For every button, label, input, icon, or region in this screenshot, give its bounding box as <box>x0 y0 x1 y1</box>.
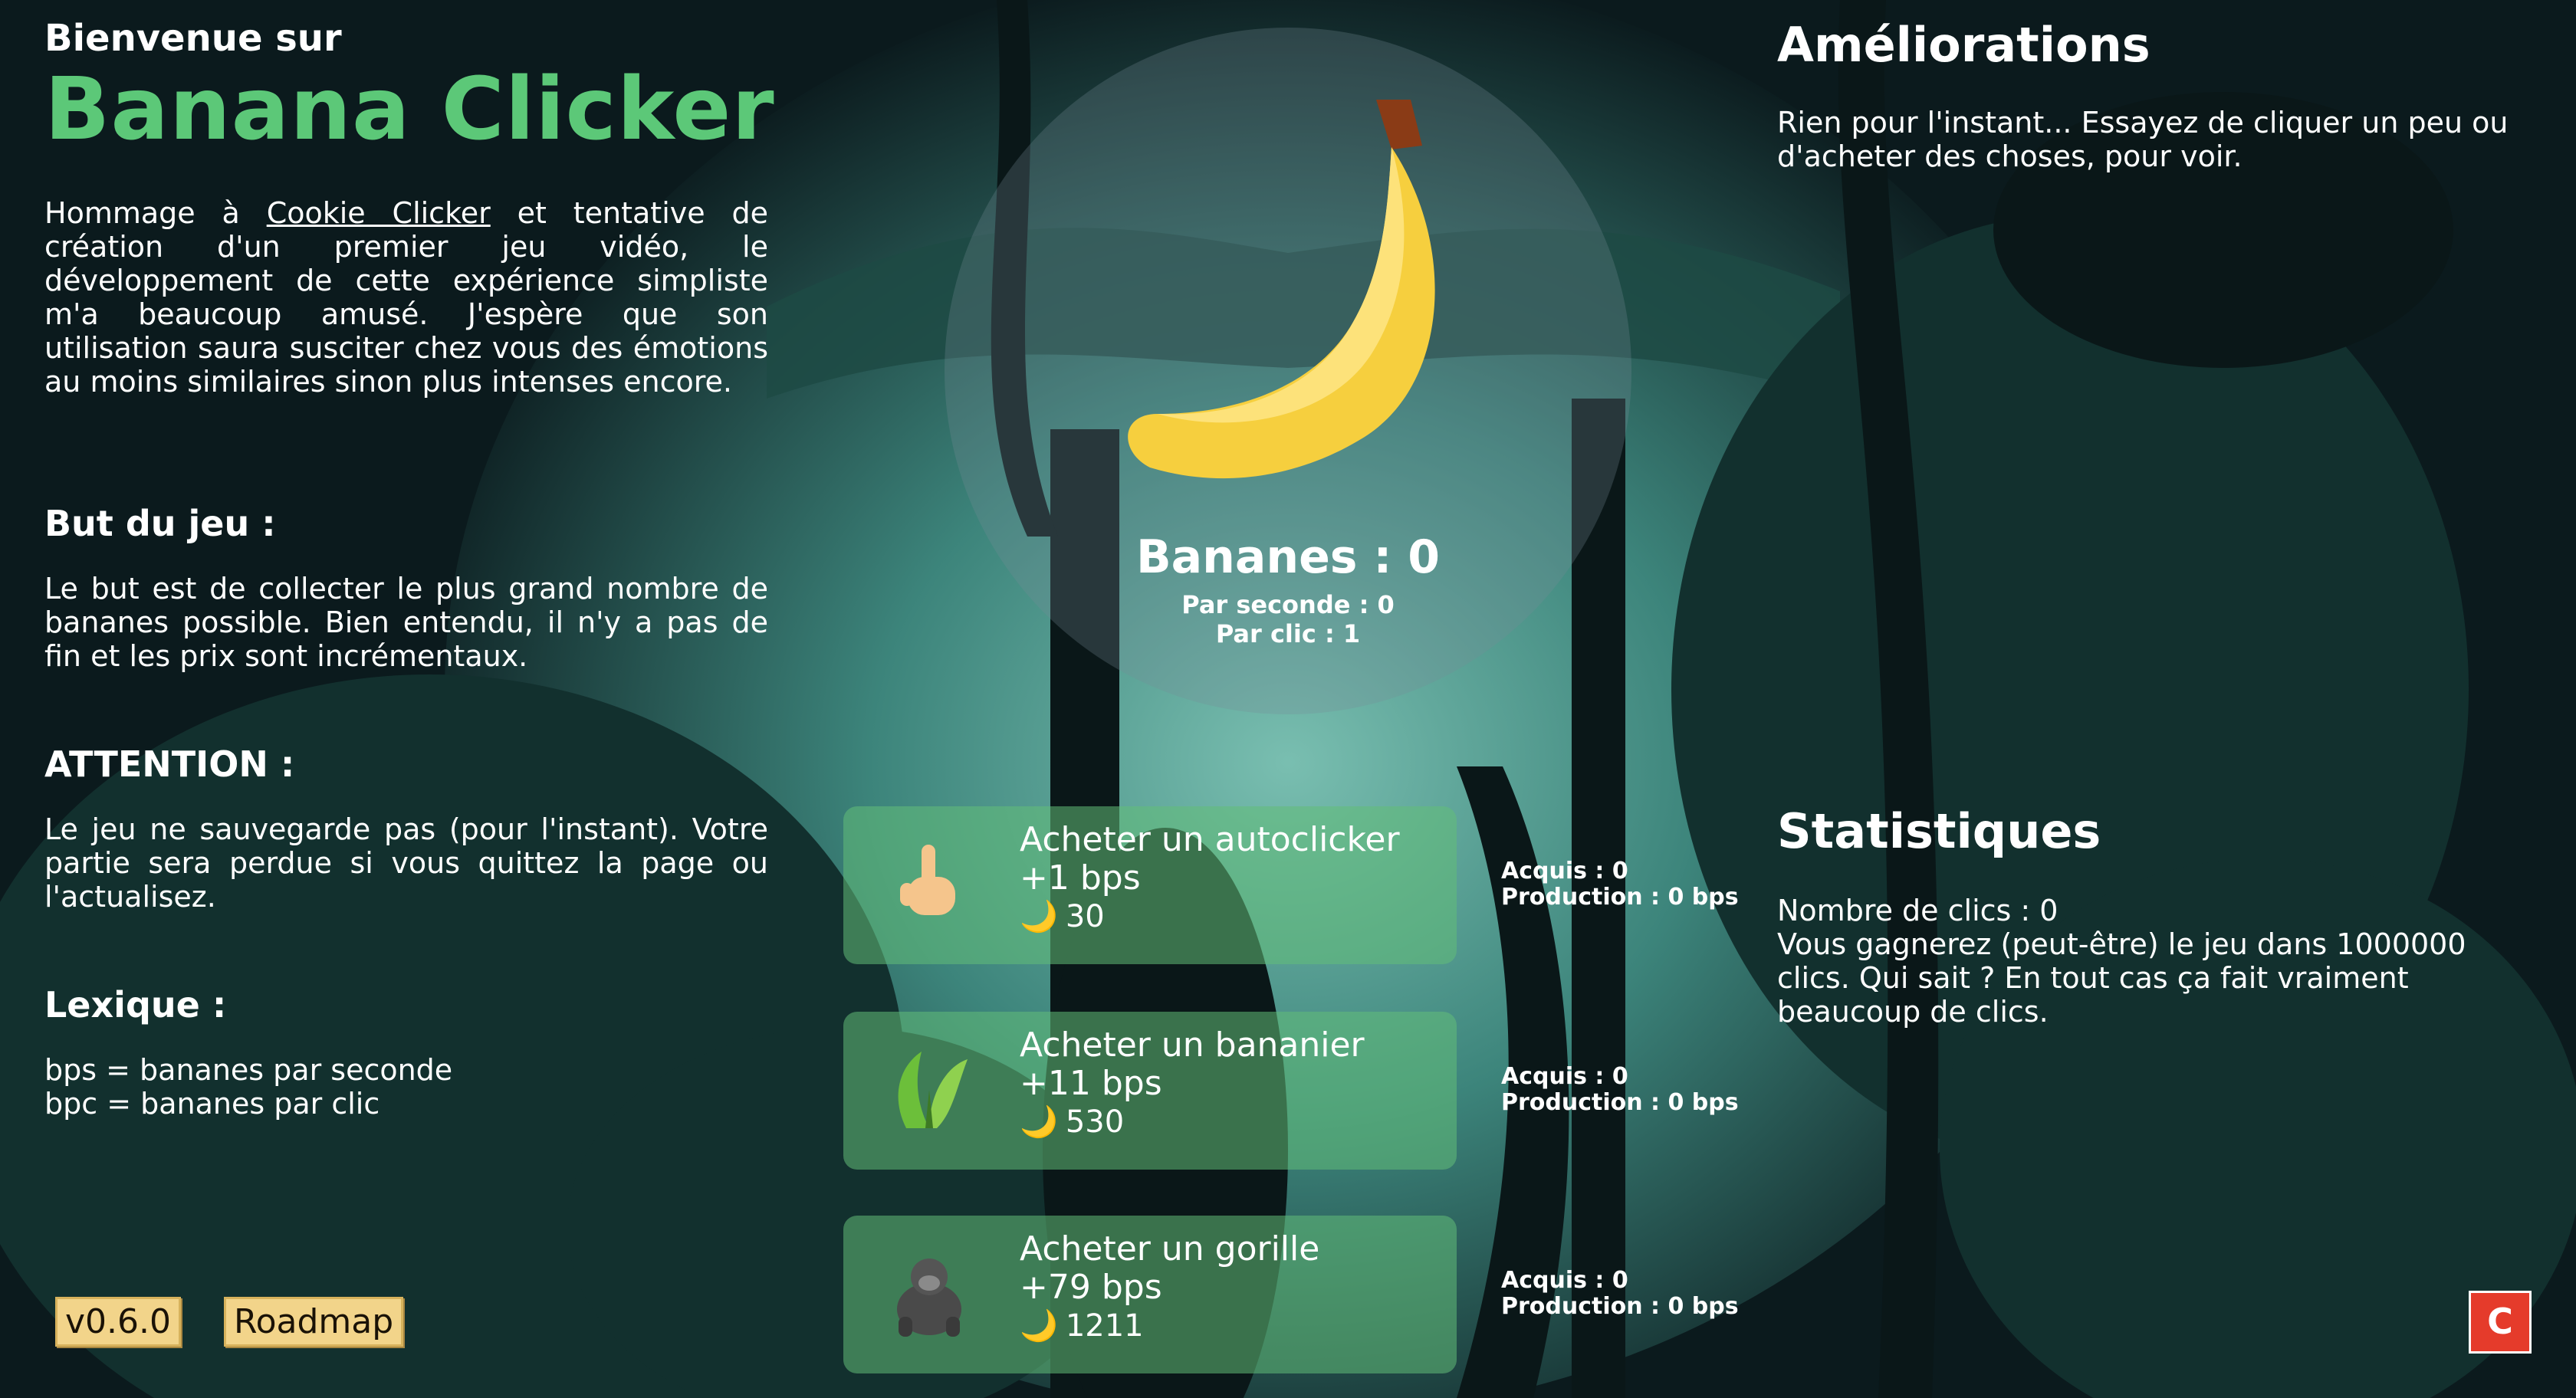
price-value: 30 <box>1065 899 1105 934</box>
c-button[interactable]: C <box>2469 1291 2532 1354</box>
game-title: Banana Clicker <box>44 60 775 159</box>
gorilla-icon <box>897 1259 961 1337</box>
buy-banana-tree-button[interactable]: Acheter un bananier +11 bps 🌙 530 <box>843 1012 1457 1170</box>
moon-icon: 🌙 <box>1020 1308 1058 1344</box>
goal-text: Le but est de collecter le plus grand no… <box>44 572 768 673</box>
version-badge[interactable]: v0.6.0 <box>55 1297 181 1347</box>
banana-click-area[interactable] <box>945 28 1631 714</box>
price-value: 530 <box>1065 1104 1125 1140</box>
lexicon-line-bps: bps = bananes par seconde <box>44 1053 453 1087</box>
shop-item-bps: +79 bps <box>1020 1268 1162 1307</box>
per-second-counter: Par seconde : 0 <box>1181 590 1395 619</box>
autoclicker-production: Production : 0 bps <box>1501 884 1739 911</box>
shop-item-name: Acheter un gorille <box>1020 1229 1320 1268</box>
buy-gorilla-button[interactable]: Acheter un gorille +79 bps 🌙 1211 <box>843 1216 1457 1373</box>
stats-heading: Statistiques <box>1777 803 2101 859</box>
shop-item-price: 🌙 30 <box>1020 898 1105 934</box>
intro-paragraph: Hommage à Cookie Clicker et tentative de… <box>44 196 768 399</box>
lexicon-line-bpc: bpc = bananes par clic <box>44 1087 380 1121</box>
cookie-clicker-link[interactable]: Cookie Clicker <box>266 196 491 230</box>
pointing-hand-icon <box>900 845 955 915</box>
shop-item-bps: +1 bps <box>1020 858 1141 898</box>
intro-text-after: et tentative de création d'un premier je… <box>44 196 769 399</box>
welcome-text: Bienvenue sur <box>44 17 342 60</box>
per-click-counter: Par clic : 1 <box>1215 619 1361 648</box>
gorilla-production: Production : 0 bps <box>1501 1293 1739 1320</box>
warning-text: Le jeu ne sauvegarde pas (pour l'instant… <box>44 812 768 914</box>
warning-heading: ATTENTION : <box>44 743 295 785</box>
bananas-counter: Bananes : 0 <box>1135 530 1441 584</box>
win-condition-text: Vous gagnerez (peut-être) le jeu dans 10… <box>1777 927 2466 1029</box>
banana-leaves-icon <box>898 1052 968 1128</box>
banana-icon[interactable] <box>1089 92 1487 491</box>
upgrades-text: Rien pour l'instant... Essayez de clique… <box>1777 106 2509 173</box>
intro-text-before: Hommage à <box>44 196 267 230</box>
moon-icon: 🌙 <box>1020 899 1058 934</box>
shop-item-price: 🌙 1211 <box>1020 1308 1144 1344</box>
banana-tree-production: Production : 0 bps <box>1501 1089 1739 1116</box>
shop-item-price: 🌙 530 <box>1020 1104 1124 1140</box>
banana-tree-owned: Acquis : 0 <box>1501 1063 1628 1090</box>
buy-autoclicker-button[interactable]: Acheter un autoclicker +1 bps 🌙 30 <box>843 806 1457 964</box>
lexicon-heading: Lexique : <box>44 984 227 1026</box>
autoclicker-owned: Acquis : 0 <box>1501 858 1628 884</box>
shop-item-name: Acheter un bananier <box>1020 1026 1365 1065</box>
upgrades-heading: Améliorations <box>1777 17 2150 73</box>
shop-item-bps: +11 bps <box>1020 1064 1162 1103</box>
shop-item-name: Acheter un autoclicker <box>1020 820 1400 859</box>
moon-icon: 🌙 <box>1020 1104 1058 1140</box>
goal-heading: But du jeu : <box>44 503 276 544</box>
price-value: 1211 <box>1065 1308 1144 1344</box>
roadmap-button[interactable]: Roadmap <box>224 1297 404 1347</box>
gorilla-owned: Acquis : 0 <box>1501 1267 1628 1294</box>
click-count: Nombre de clics : 0 <box>1777 894 2058 927</box>
